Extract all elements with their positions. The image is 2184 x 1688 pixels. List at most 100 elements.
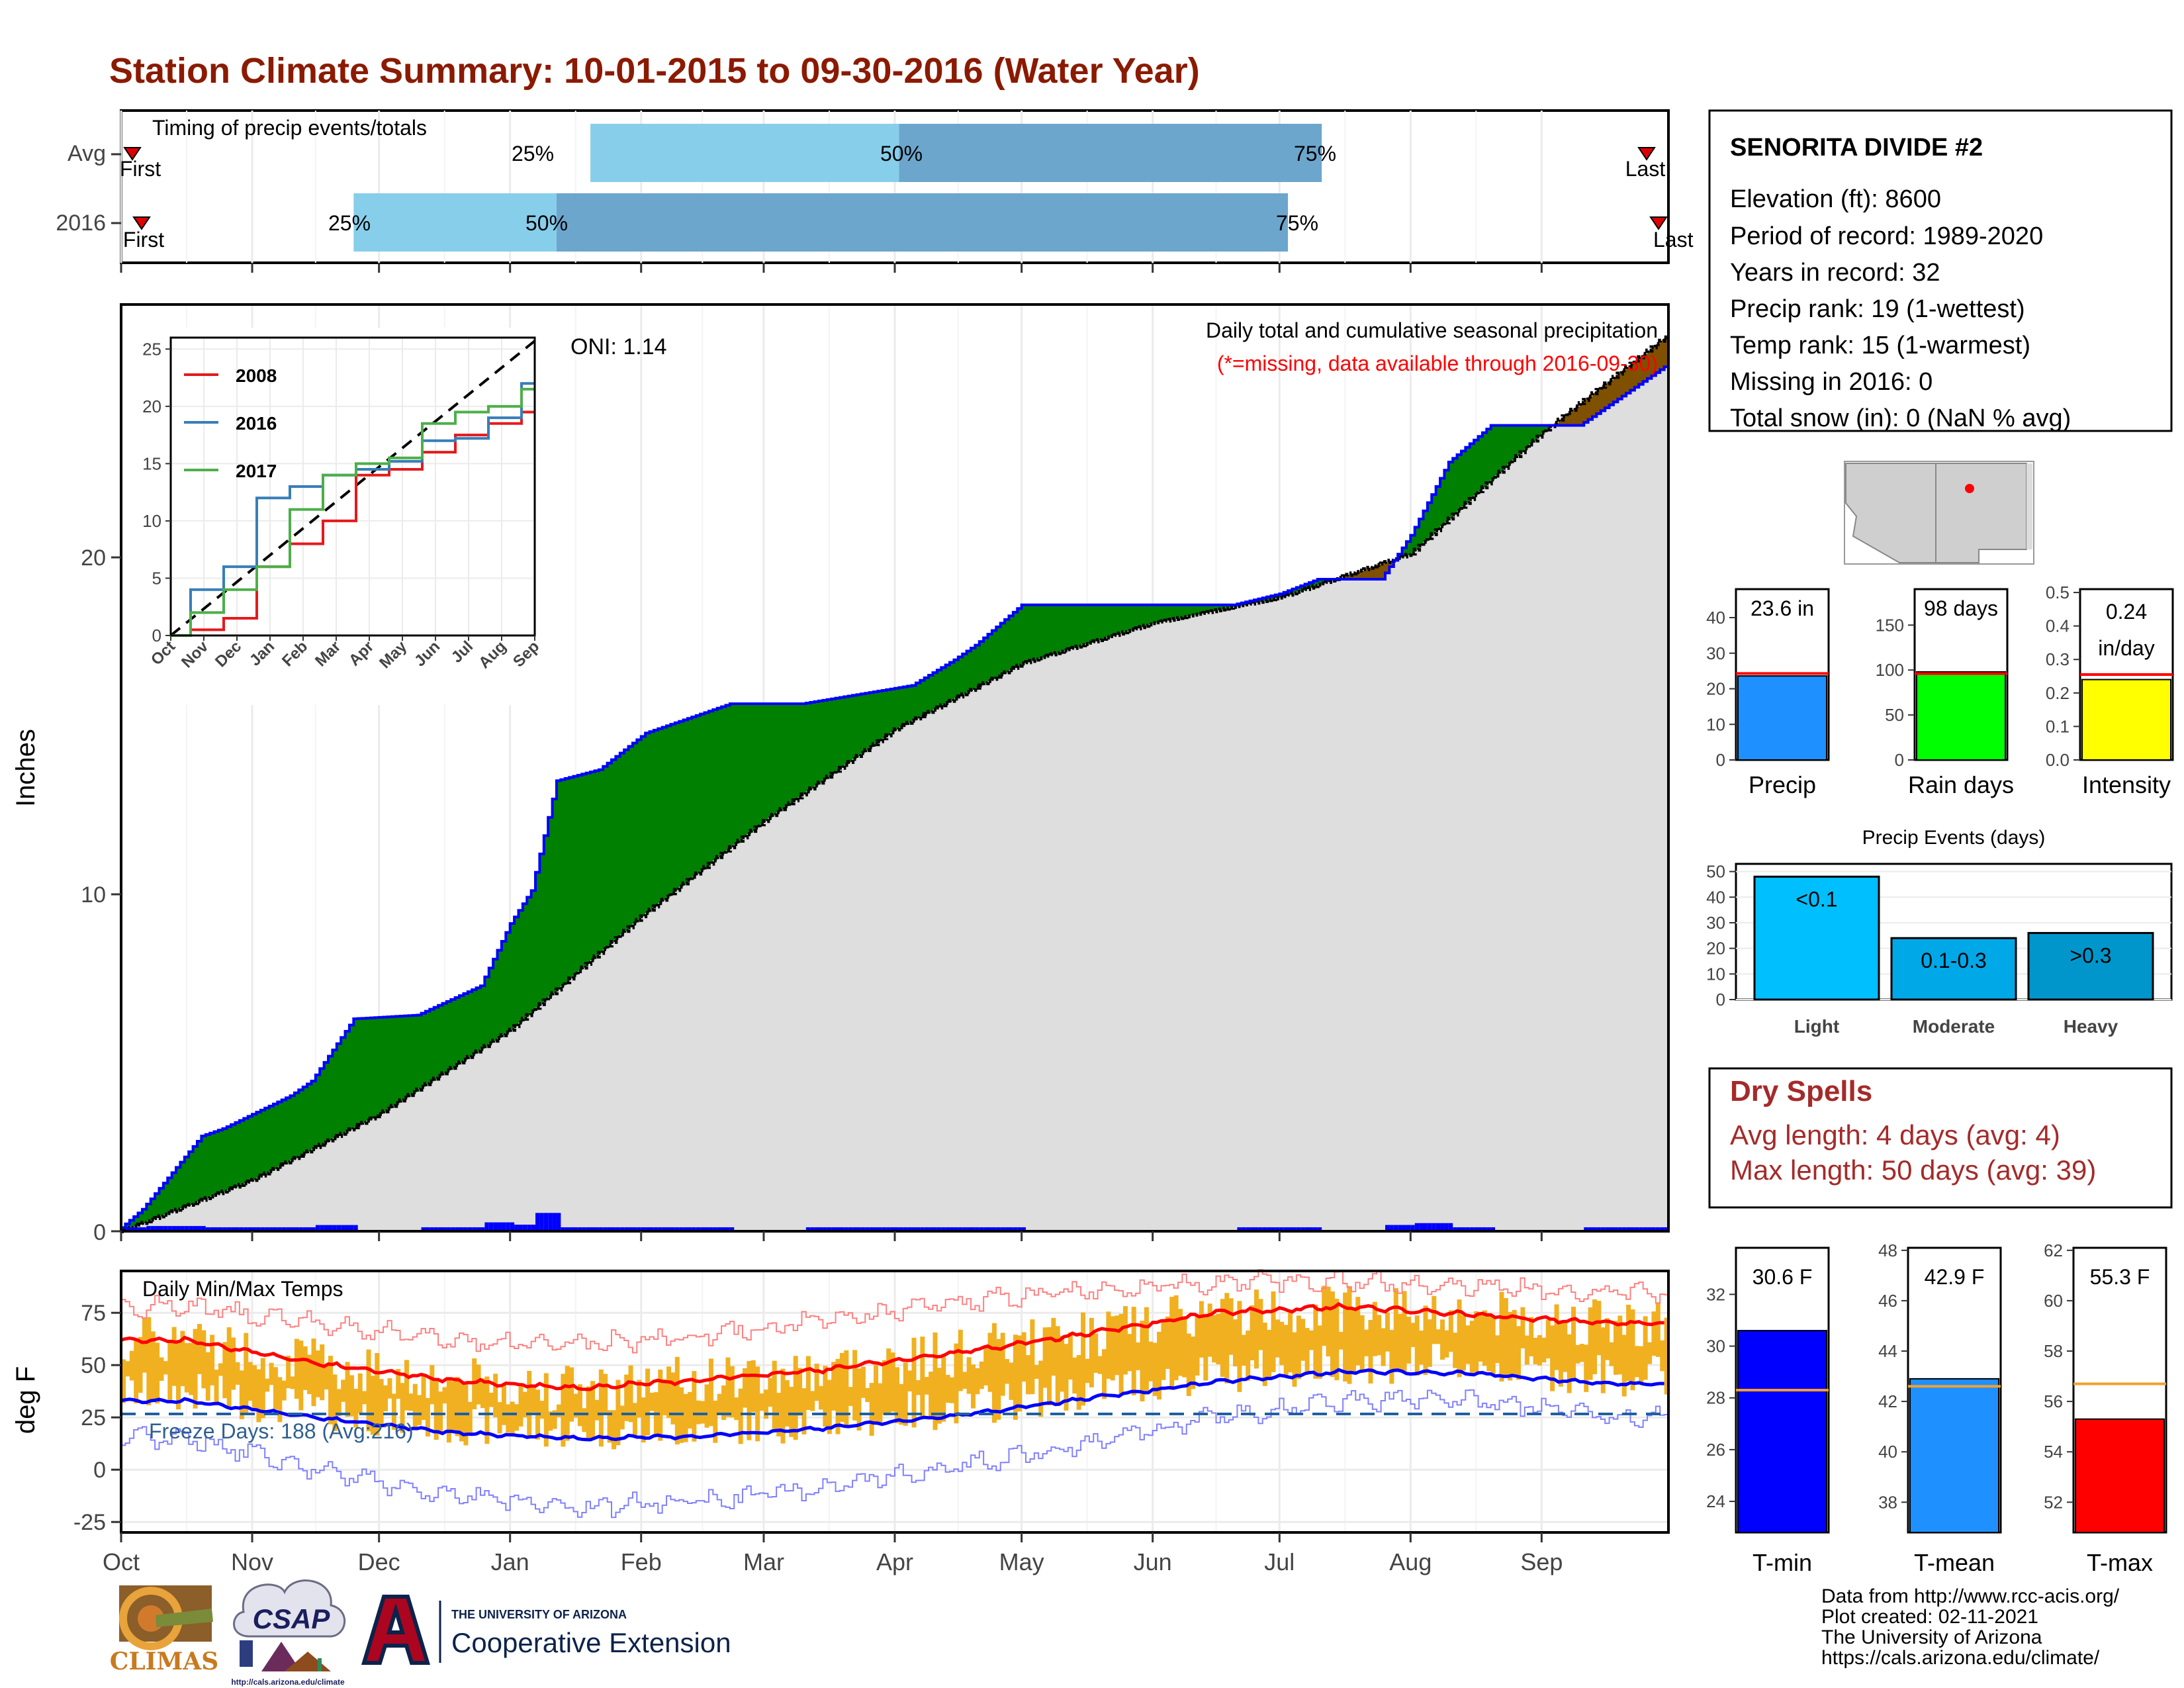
cumulative-avg-line [121,335,1668,1233]
daily-temp-bar [1406,1317,1411,1364]
daily-temp-bar [1140,1321,1145,1402]
event-bar [2027,931,2154,1001]
daily-temp-bar [1508,1311,1513,1381]
daily-temp-bar [1647,1342,1653,1364]
daily-temp-bar [531,1387,536,1413]
daily-temp-bar [565,1366,570,1441]
daily-temp-bar [353,1388,359,1428]
daily-precip-bar [637,1227,641,1231]
daily-temp-bar [1246,1330,1251,1381]
daily-precip-bar [696,1227,701,1231]
temp-ytick: 75 [81,1301,106,1326]
daily-precip-bar [983,1227,988,1231]
event-category: Heavy [2064,1016,2118,1037]
daily-precip-bar [805,1227,811,1231]
daily-temp-bar [793,1356,798,1440]
temp-ytick: 0 [93,1458,106,1483]
daily-precip-bar [865,1227,870,1231]
dry-spells-max: Max length: 50 days (avg: 39) [1730,1154,2096,1186]
dry-spells-avg: Avg length: 4 days (avg: 4) [1730,1119,2060,1150]
daily-temp-bar [286,1356,291,1389]
daily-precip-bar [527,1225,531,1231]
daily-temp-bar [1038,1360,1044,1417]
summary-bar [1916,671,2006,761]
q75-label-avg: 75% [1294,142,1336,165]
daily-temp-bar [552,1410,557,1429]
daily-precip-bar [708,1227,713,1231]
daily-precip-bar [586,1227,591,1231]
daily-temp-bar [577,1384,582,1427]
daily-precip-bar [1398,1225,1402,1231]
daily-precip-bar [336,1225,341,1231]
page-title: Station Climate Summary: 10-01-2015 to 0… [109,51,1200,91]
summary-ytick: 20 [1706,679,1725,699]
daily-precip-bar [979,1227,984,1231]
oni-label: ONI: 1.14 [570,334,667,359]
inset-ytick: 10 [142,511,161,531]
daily-temp-bar [848,1387,853,1406]
daily-temp-bar [933,1332,938,1430]
daily-precip-bar [159,1226,163,1231]
daily-precip-bar [1393,1225,1398,1231]
ua-small-text: THE UNIVERSITY OF ARIZONA [451,1608,627,1621]
daily-temp-bar [235,1362,240,1385]
daily-precip-bar [446,1227,451,1231]
daily-precip-bar [218,1227,223,1231]
last-label-2016: Last [1653,228,1694,252]
daily-temp-bar [328,1356,333,1425]
daily-precip-bar [907,1227,912,1231]
station-line-2: Years in record: 32 [1730,259,1940,287]
daily-temp-bar [438,1391,443,1434]
daily-temp-bar [138,1336,143,1393]
daily-temp-bar [1144,1307,1149,1392]
daily-precip-bar [700,1227,705,1231]
daily-temp-bar [205,1352,210,1401]
daily-temp-bar [991,1323,997,1423]
daily-temp-bar [1216,1313,1221,1365]
daily-precip-bar [612,1227,616,1231]
precip-ytick-0: 0 [93,1220,106,1245]
event-bar [1890,937,2017,1001]
daily-precip-bar [349,1225,354,1231]
daily-precip-bar [704,1227,709,1231]
daily-temp-bar [1085,1358,1090,1383]
daily-temp-bar [1055,1326,1060,1407]
daily-precip-bar [1651,1227,1656,1231]
station-line-4: Temp rank: 15 (1-warmest) [1730,332,2030,359]
daily-precip-bar [1596,1227,1601,1231]
daily-precip-bar [827,1227,832,1231]
temp-panel: Daily Min/Max Temps Freeze Days: 188 (Av… [11,1269,1670,1575]
daily-temp-bar [1127,1334,1132,1372]
daily-precip-bar [624,1227,629,1231]
daily-precip-bar [632,1227,637,1231]
daily-temp-bar [751,1360,756,1413]
daily-temp-bar [1613,1321,1618,1375]
daily-precip-bar [835,1227,840,1231]
daily-temp-bar [290,1376,295,1389]
daily-precip-bar [1300,1227,1305,1231]
station-location-dot [1965,484,1974,493]
events-ytick: 0 [1716,990,1725,1009]
daily-precip-bar [962,1227,967,1231]
daily-precip-bar [189,1226,193,1231]
daily-precip-bar [1605,1227,1610,1231]
daily-precip-bar [134,1227,138,1231]
daily-precip-bar [1482,1227,1487,1231]
daily-precip-bar [239,1227,244,1231]
daily-precip-bar [869,1227,874,1231]
record-min-line [121,1389,1668,1519]
daily-precip-bar [1271,1227,1275,1231]
daily-temp-bar [844,1350,849,1427]
climas-text: CLIMAS [110,1648,219,1675]
daily-precip-bar [552,1213,557,1231]
daily-temp-bar [1432,1295,1437,1344]
daily-precip-bar [142,1227,147,1231]
daily-temp-bar [827,1380,832,1434]
daily-precip-bar [518,1225,523,1231]
daily-precip-bar [556,1213,561,1231]
temp-summary-ytick: 44 [1878,1341,1897,1361]
daily-temp-bar [1118,1313,1124,1396]
daily-temp-bar [1486,1314,1492,1372]
month-tick-label: Sep [1520,1548,1563,1575]
daily-precip-bar [1461,1227,1466,1231]
